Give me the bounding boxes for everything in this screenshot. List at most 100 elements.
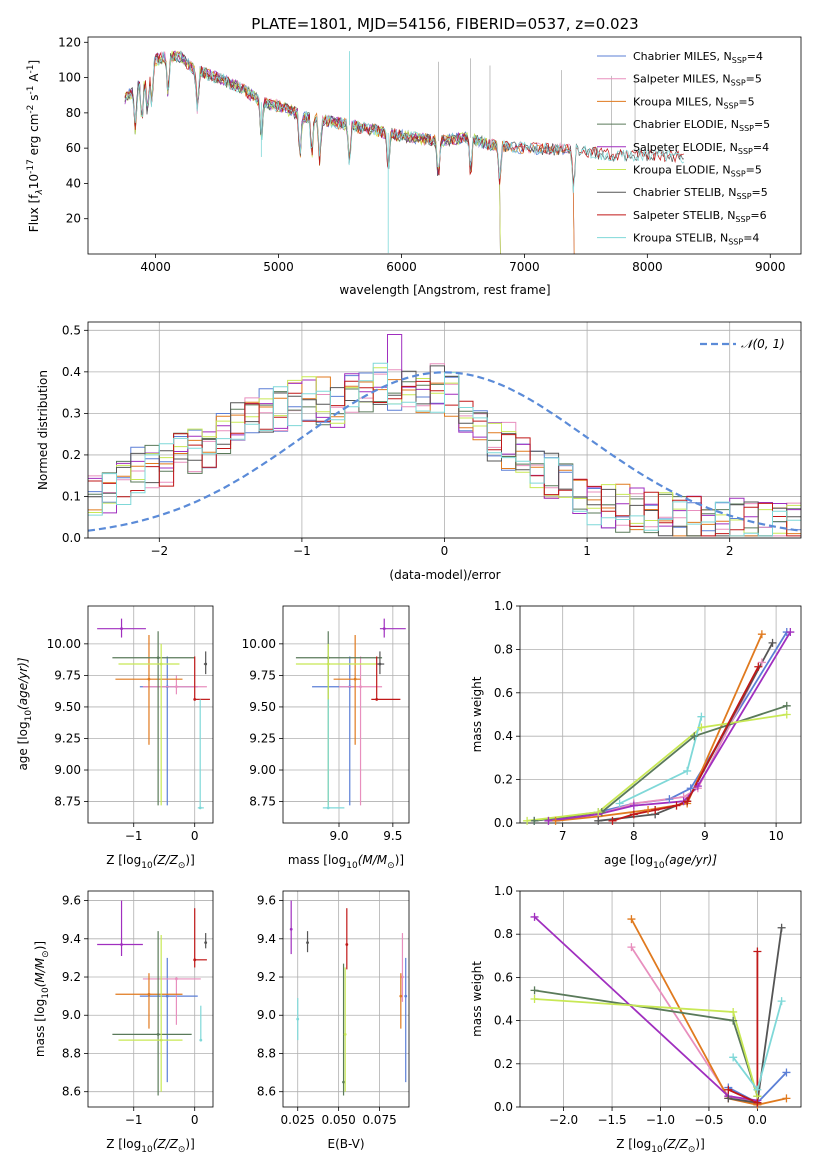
spectrum-legend-label-part: Chabrier ELODIE, N — [633, 118, 739, 131]
w-age-marker — [608, 816, 617, 825]
spectrum-series-7 — [124, 51, 685, 188]
resid-plot — [88, 334, 801, 537]
mass-z-xtick-label: −1 — [125, 1113, 143, 1127]
spectrum-ylabel-part: Flux [f — [27, 194, 41, 232]
w-age-line-5 — [526, 713, 787, 822]
w-z-marker — [530, 912, 539, 921]
age-z-point — [204, 662, 208, 666]
w-age-marker — [786, 628, 795, 637]
w-z-xtick-label: −2.0 — [549, 1113, 578, 1127]
spectrum-legend-label-part: SSP — [731, 79, 746, 88]
age-mass-ytick-label: 9.00 — [249, 763, 276, 777]
age-z-xlabel-part: 10 — [141, 861, 153, 871]
age-z-xlabel: Z [log10(Z/Z⊙)] — [106, 853, 195, 871]
age-z-ytick-label: 9.25 — [54, 731, 81, 745]
age-mass-ytick-label: 9.75 — [249, 668, 276, 682]
spectrum-legend-label-part: =4 — [747, 50, 763, 63]
w-z-marker — [627, 915, 636, 924]
age-mass-xlabel-part: ⊙ — [387, 861, 395, 871]
resid-xtick-label: −2 — [150, 544, 168, 558]
resid-hist-6 — [88, 365, 801, 537]
w-age-line-2 — [555, 633, 763, 822]
spectrum-legend-label: Kroupa MILES, NSSP=5 — [633, 95, 755, 110]
spectrum-legend-label-part: SSP — [731, 170, 746, 179]
mass-ebv-ytick-label: 9.4 — [257, 932, 276, 946]
w-z-ytick-label: 0.8 — [494, 927, 513, 941]
age-mass-point — [326, 806, 330, 810]
spectrum-legend-label: Kroupa STELIB, NSSP=4 — [633, 232, 759, 247]
age-mass-ytick-label: 9.25 — [249, 731, 276, 745]
mass-z-point — [165, 994, 169, 998]
mass-z-xlabel-part: Z [log — [106, 1137, 141, 1151]
w-z-marker — [777, 997, 786, 1006]
w-z-xtick-label: −0.5 — [694, 1113, 723, 1127]
spectrum-ylabel-part: ] — [27, 60, 41, 65]
mass-z-grid — [88, 891, 213, 1107]
age-z-ylabel-part: (age/yr)] — [16, 657, 30, 710]
mass-ebv-xtick-label: 0.025 — [281, 1113, 315, 1127]
age-mass-panel: 9.0 9.5 8.75 9.00 9.25 9.50 9.75 10.00 mass [log… — [242, 605, 410, 871]
spectrum-ytick-label: 20 — [66, 212, 81, 226]
mass-z-ytick-label: 8.6 — [62, 1085, 81, 1099]
spectrum-xtick-label: 5000 — [263, 260, 294, 274]
w-z-grid — [520, 890, 801, 1108]
w-age-marker — [757, 630, 766, 639]
spectrum-legend-label: Salpeter MILES, NSSP=5 — [633, 73, 762, 88]
mass-ebv-ytick-label: 9.2 — [257, 970, 276, 984]
spectrum-legend-label-part: =5 — [746, 164, 762, 177]
resid-gaussian — [88, 371, 801, 532]
spectrum-legend-label-part: Chabrier STELIB, N — [633, 186, 737, 199]
age-mass-xlabel: mass [log10(M/M⊙)] — [288, 853, 404, 871]
w-z-ytick-label: 0.0 — [494, 1100, 513, 1114]
resid-ylabel: Normed distribution — [36, 370, 50, 490]
mass-z-xtick-label: 0 — [191, 1113, 199, 1127]
mass-ebv-point — [342, 1080, 345, 1084]
mass-ebv-plot — [289, 900, 408, 1096]
age-z-xtick-label: 0 — [191, 829, 199, 843]
w-z-marker — [627, 943, 636, 952]
age-z-grid — [88, 606, 213, 823]
mass-ebv-point — [296, 1017, 300, 1021]
spectrum-ytick-label: 40 — [66, 176, 81, 190]
w-age-xlabel-part: age [log — [604, 853, 653, 867]
mass-ebv-point — [404, 994, 408, 998]
w-age-xtick-label: 8 — [630, 829, 638, 843]
w-age-marker — [651, 805, 660, 814]
w-age-ytick-label: 0.6 — [494, 686, 513, 700]
w-z-line-5 — [534, 998, 759, 1097]
mass-ebv-ytick-label: 9.0 — [257, 1008, 276, 1022]
w-z-marker — [777, 923, 786, 932]
w-age-line-1 — [548, 661, 763, 822]
w-z-ytick-label: 0.6 — [494, 970, 513, 984]
spectrum-legend-label: Chabrier STELIB, NSSP=5 — [633, 186, 768, 201]
spectrum-series-8 — [124, 50, 685, 193]
w-z-ytick-label: 1.0 — [494, 884, 513, 898]
w-age-marker — [672, 801, 681, 810]
w-age-xlabel-part: 10 — [653, 861, 665, 871]
mass-z-ytick-label: 9.2 — [62, 970, 81, 984]
spectrum-xtick-label: 7000 — [509, 260, 540, 274]
w-age-marker — [644, 805, 653, 814]
figure-title: PLATE=1801, MJD=54156, FIBERID=0537, z=0… — [251, 15, 638, 33]
mass-z-panel: −1 08.68.89.09.29.49.6Z [log10(Z/Z⊙)]mass… — [33, 890, 214, 1155]
spectrum-ytick-label: 100 — [58, 71, 81, 85]
age-z-point — [156, 656, 160, 660]
age-mass-xlabel-part: (M/M — [358, 853, 388, 867]
spectrum-frame — [87, 36, 802, 255]
w-z-xlabel-part: 10 — [651, 1145, 663, 1155]
w-age-xlabel-part: (age/yr)] — [665, 853, 718, 867]
w-z-ytick-label: 0.4 — [494, 1014, 513, 1028]
spectrum-legend-label-part: =6 — [750, 209, 766, 222]
age-mass-plot — [295, 618, 406, 810]
w-z-marker — [729, 1007, 738, 1016]
mass-z-point — [193, 958, 197, 962]
mass-z-frame — [87, 890, 214, 1108]
mass-z-xlabel-part: (Z/Z — [153, 1137, 179, 1151]
spectrum-legend-label-part: SSP — [723, 101, 738, 110]
mass-z-ylabel-part: mass [log — [33, 999, 47, 1057]
resid-frame — [87, 321, 802, 539]
spectrum-ylabel-part: s — [27, 95, 41, 105]
spectrum-legend-label-part: Salpeter ELODIE, N — [633, 141, 738, 154]
age-z-point — [198, 806, 202, 810]
